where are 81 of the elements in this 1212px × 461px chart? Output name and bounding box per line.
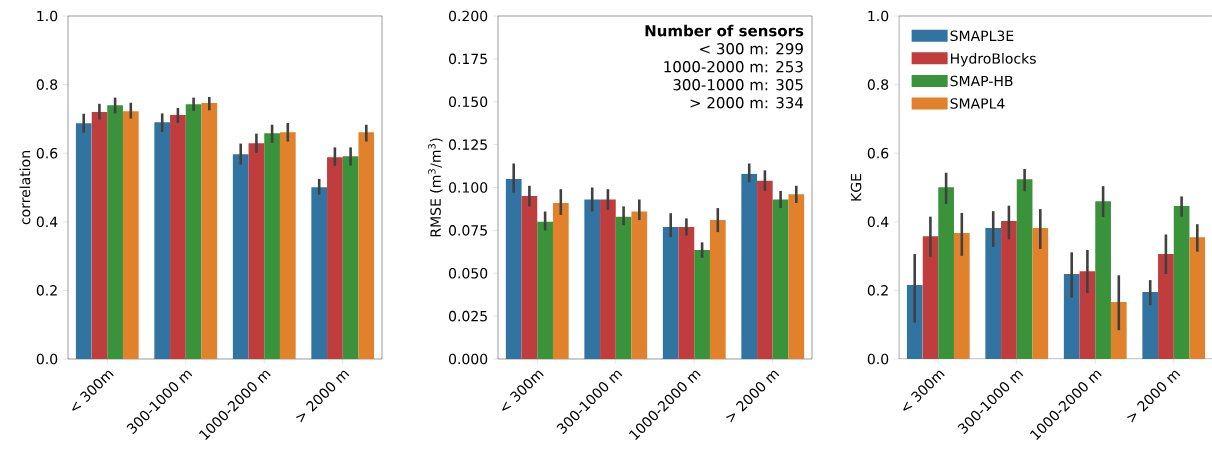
bar <box>279 132 296 359</box>
bar <box>906 284 923 359</box>
bar <box>1063 273 1080 359</box>
bar <box>1032 227 1049 359</box>
y-tick-label: 0.100 <box>448 182 488 193</box>
bar <box>201 103 218 359</box>
bar <box>342 156 359 359</box>
y-tick-label: 0.175 <box>448 53 487 65</box>
bar <box>311 187 328 359</box>
bar <box>678 226 695 359</box>
bar <box>1189 237 1206 359</box>
bar <box>788 194 805 359</box>
y-tick-label: 0.6 <box>36 147 58 159</box>
y-tick-label: 0.4 <box>867 216 889 228</box>
bar <box>521 196 538 359</box>
y-tick-label: 1.0 <box>37 10 58 22</box>
bar <box>1095 201 1111 359</box>
y-tick-label: 0.000 <box>448 353 488 365</box>
legend-label: SMAP-HB <box>950 75 1013 87</box>
y-tick-label: 0.0 <box>36 353 58 365</box>
bar <box>709 220 726 359</box>
bar <box>1158 254 1174 359</box>
annotation: 1000-2000 m: 253 <box>664 61 803 73</box>
bar <box>1142 292 1159 359</box>
y-tick-label: 0.4 <box>36 216 58 228</box>
bar <box>615 216 632 359</box>
y-tick-label: 0.125 <box>448 139 487 150</box>
bar <box>953 233 970 359</box>
bar <box>1016 179 1033 359</box>
bar <box>327 157 343 359</box>
y-tick-label: 0.2 <box>36 285 57 296</box>
bar <box>631 211 648 359</box>
bar <box>185 104 202 359</box>
bar <box>757 180 773 359</box>
y-tick-label: 1.0 <box>868 10 889 22</box>
bar <box>264 133 280 359</box>
bar <box>1173 206 1190 359</box>
y-tick-label: 0.6 <box>867 147 889 159</box>
y-tick-label: 0.0 <box>867 353 889 365</box>
y-axis-title: RMSE (m$^{3}$/m$^{3}$) <box>428 138 443 237</box>
y-tick-label: 0.200 <box>448 10 488 22</box>
bar <box>122 111 139 359</box>
annotation: 300-1000 m: 305 <box>673 79 803 91</box>
y-axis-title: KGE <box>850 173 862 201</box>
y-axis-title: correlation <box>19 151 31 225</box>
bar <box>694 250 710 359</box>
bar <box>170 115 186 359</box>
y-tick-label: 0.075 <box>448 225 487 236</box>
bar <box>600 199 616 359</box>
y-tick-label: 0.8 <box>36 79 58 90</box>
bar <box>358 132 375 359</box>
y-tick-label: 0.025 <box>448 310 487 322</box>
bar <box>985 227 1002 359</box>
bar <box>505 178 522 359</box>
bar <box>232 154 249 359</box>
annotation: < 300 m: 299 <box>700 43 803 55</box>
legend-label: SMAPL3E <box>950 30 1014 42</box>
bar <box>922 236 939 359</box>
bar <box>1079 271 1096 359</box>
legend-label: HydroBlocks <box>951 52 1036 67</box>
bar <box>741 173 758 359</box>
bar <box>1110 302 1127 359</box>
y-tick-label: 0.050 <box>448 267 488 279</box>
bar <box>584 199 601 359</box>
bar <box>1001 221 1017 359</box>
bar <box>248 143 265 359</box>
annotation: Number of sensors <box>645 24 804 37</box>
y-tick-label: 0.8 <box>867 79 889 90</box>
bar <box>107 105 123 359</box>
annotation: > 2000 m: 334 <box>690 97 804 109</box>
bar <box>938 187 954 359</box>
y-tick-label: 0.150 <box>448 96 488 108</box>
bar <box>75 123 92 359</box>
legend-label: SMAPL4 <box>950 98 1005 109</box>
bar <box>552 202 569 359</box>
bar <box>91 112 108 359</box>
bar <box>537 221 553 359</box>
bar <box>772 199 789 359</box>
y-tick-label: 0.2 <box>867 285 888 296</box>
bar <box>154 122 171 359</box>
bar <box>662 226 679 359</box>
